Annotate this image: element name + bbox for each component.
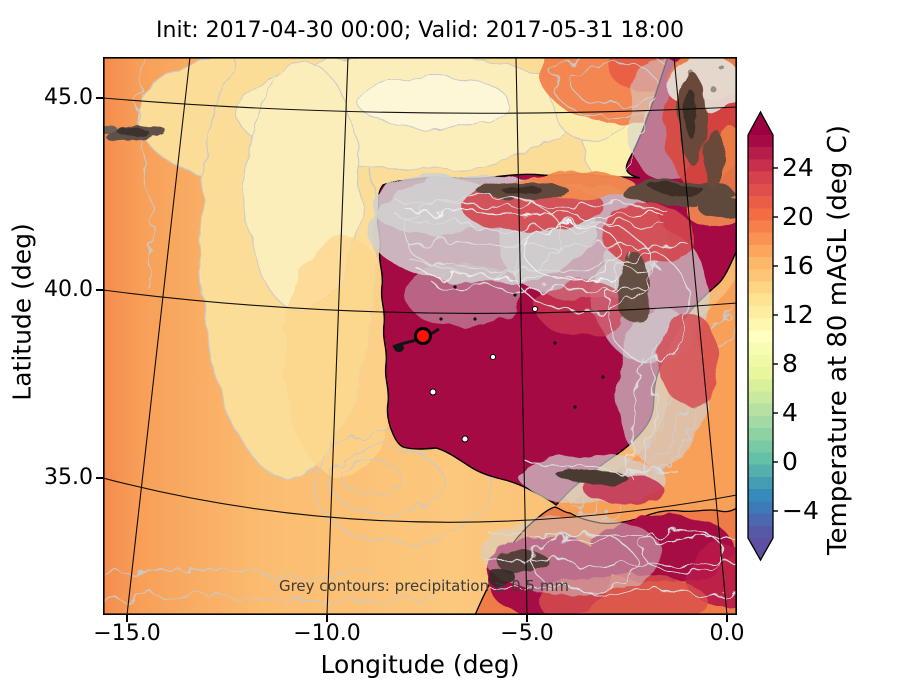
y-axis-label: Latitude (deg) [7,223,37,401]
site-marker [414,327,432,345]
colorbar-tick-label: 4 [782,398,798,427]
colorbar-tick-label: 0 [782,447,798,476]
colorbar-tick-label: 8 [782,349,798,378]
x-tick-mark [126,615,128,622]
x-tick-label: −15.0 [93,621,161,646]
precipitation-note: Grey contours: precipitation ≥ 0.5 mm [278,577,570,595]
land-contour-lines [392,96,692,478]
small-lakes-and-specks [429,285,605,443]
colorbar-tick-label: −4 [782,496,819,525]
land-contour-lines-light [402,206,662,282]
y-tick-label: 35.0 [44,465,93,490]
plot-frame [103,57,737,615]
graticule-grid [103,57,737,615]
x-tick-mark [326,615,328,622]
colorbar-over-arrow [748,112,773,135]
x-tick-mark [526,615,528,622]
colorbar-tick-label: 12 [782,300,814,329]
colorbar-tick-label: 20 [782,202,814,231]
colorbar-under-arrow [748,538,773,560]
nw-precip-cell [103,125,165,141]
y-tick-mark [96,289,103,291]
north-africa [474,506,737,615]
colorbar-tick-label: 16 [782,251,814,280]
colorbar-tick-label: 24 [782,153,814,182]
x-tick-label: −10.0 [293,621,361,646]
y-tick-label: 45.0 [44,85,93,110]
river-blob [394,344,404,352]
x-tick-label: 0.0 [709,621,745,646]
y-tick-label: 40.0 [44,277,93,302]
colorbar-ticks [773,167,778,512]
x-tick-mark [726,615,728,622]
ocean-temperature-blobs [137,57,709,478]
colorbar [747,110,778,562]
plot-title: Init: 2017-04-30 00:00; Valid: 2017-05-3… [156,18,684,43]
x-tick-label: −5.0 [500,621,554,646]
y-tick-mark [96,97,103,99]
x-axis-label: Longitude (deg) [320,650,520,679]
y-tick-mark [96,477,103,479]
colorbar-label: Temperature at 80 mAGL (deg C) [823,125,853,555]
map-canvas [103,57,737,615]
